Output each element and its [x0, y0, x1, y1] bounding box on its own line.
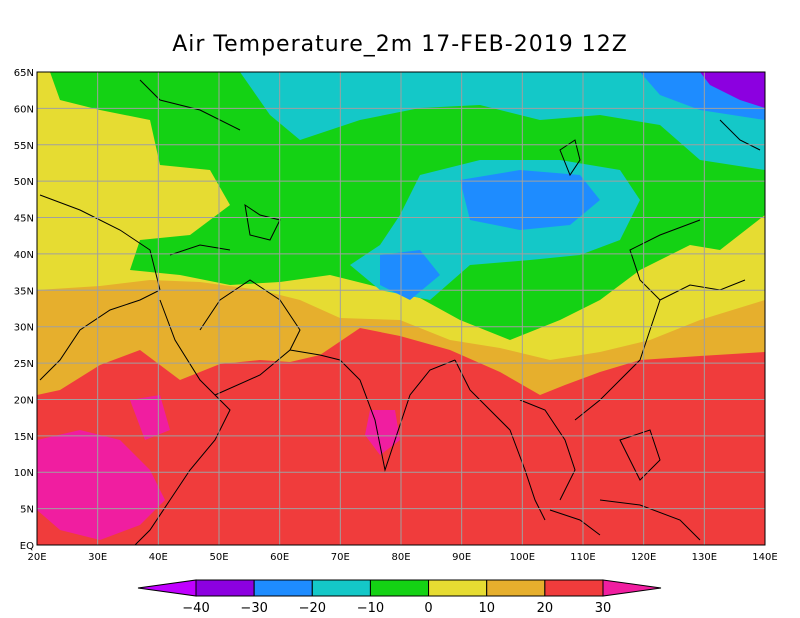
- colorbar-swatch: [311, 579, 371, 597]
- graticule: [37, 72, 765, 545]
- latitude-label: 25N: [14, 359, 34, 370]
- colorbar-label: 0: [424, 601, 432, 616]
- longitude-label: 60E: [270, 552, 289, 563]
- latitude-labels: 65N 60N 55N 50N 45N 40N 35N 30N 25N 20N 15N 10N 5N EQ: [14, 68, 34, 552]
- longitude-label: 90E: [452, 552, 471, 563]
- latitude-label: 5N: [20, 505, 34, 516]
- colorbar-label: 10: [478, 601, 495, 616]
- longitude-label: 30E: [88, 552, 107, 563]
- longitude-label: 140E: [752, 552, 777, 563]
- map-title: Air Temperature_2m 17-FEB-2019 12Z: [172, 32, 628, 57]
- longitude-label: 110E: [570, 552, 595, 563]
- colorbar-swatch: [544, 579, 604, 597]
- longitude-label: 120E: [631, 552, 656, 563]
- latitude-label: 20N: [14, 395, 34, 406]
- colorbar-label: −40: [182, 601, 209, 616]
- longitude-label: 70E: [331, 552, 350, 563]
- latitude-label: EQ: [20, 541, 34, 552]
- latitude-label: 55N: [14, 141, 34, 152]
- latitude-label: 15N: [14, 432, 34, 443]
- colorbar-underflow-swatch: [137, 579, 197, 597]
- longitude-label: 100E: [510, 552, 535, 563]
- colorbar-label: −10: [357, 601, 384, 616]
- colorbar-label: −20: [299, 601, 326, 616]
- colorbar: −40 −30 −20 −10 0 10 20 30: [137, 579, 662, 616]
- longitude-label: 130E: [692, 552, 717, 563]
- latitude-label: 45N: [14, 214, 34, 225]
- latitude-label: 35N: [14, 286, 34, 297]
- latitude-label: 10N: [14, 468, 34, 479]
- colorbar-swatch: [253, 579, 313, 597]
- colorbar-label: −30: [240, 601, 267, 616]
- colorbar-label: 20: [537, 601, 554, 616]
- colorbar-swatch: [428, 579, 488, 597]
- longitude-label: 40E: [149, 552, 168, 563]
- latitude-label: 60N: [14, 104, 34, 115]
- colorbar-overflow-swatch: [602, 579, 662, 597]
- map-frame: [36, 71, 766, 546]
- coastlines: [39, 79, 761, 545]
- longitude-label: 20E: [27, 552, 46, 563]
- latitude-label: 30N: [14, 323, 34, 334]
- latitude-label: 50N: [14, 177, 34, 188]
- colorbar-label: 30: [595, 601, 612, 616]
- longitude-label: 50E: [209, 552, 228, 563]
- colorbar-swatch: [195, 579, 255, 597]
- latitude-label: 65N: [14, 68, 34, 79]
- longitude-label: 80E: [391, 552, 410, 563]
- longitude-labels: 20E 30E 40E 50E 60E 70E 80E 90E 100E 110E 120E 130E…: [27, 552, 777, 563]
- latitude-label: 40N: [14, 250, 34, 261]
- colorbar-swatch: [369, 579, 430, 597]
- colorbar-swatch: [486, 579, 546, 597]
